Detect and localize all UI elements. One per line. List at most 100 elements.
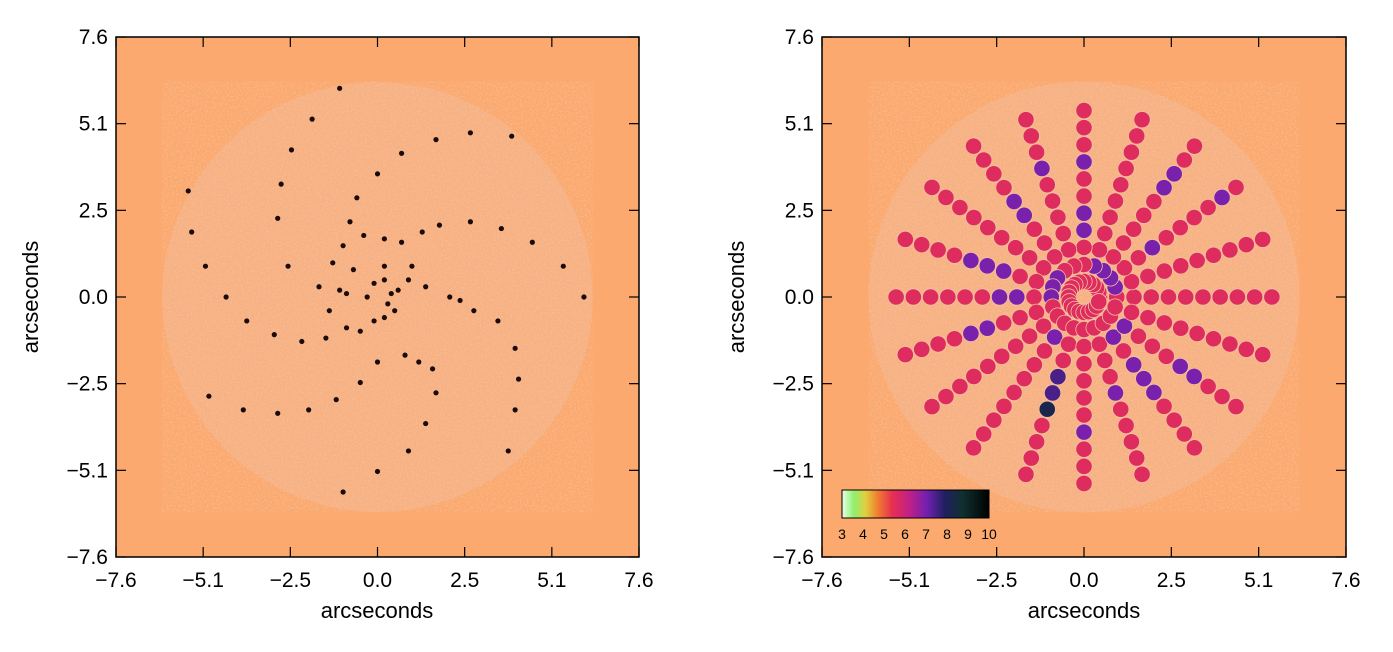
sample-point: [1139, 267, 1157, 285]
sample-point: [951, 198, 969, 217]
sample-point: [1237, 340, 1255, 358]
sample-point: [1221, 241, 1239, 259]
point-source: [275, 410, 281, 416]
point-source: [398, 150, 405, 156]
y-tick-label: 2.5: [785, 199, 814, 222]
point-source: [271, 332, 277, 338]
sample-point: [1075, 457, 1093, 475]
sample-point: [1046, 328, 1064, 346]
sample-point: [896, 346, 914, 364]
point-source: [374, 171, 381, 177]
point-source: [185, 188, 191, 194]
sample-point: [1104, 248, 1122, 266]
sample-point: [929, 241, 947, 259]
sample-point: [904, 288, 922, 306]
point-source: [498, 225, 504, 232]
right-panel: −7.6 −5.1 −2.5 0.0 2.5 5.1 7.6 7.6 5.1 2.5 0.0 −2.…: [724, 26, 1361, 623]
sample-point: [1025, 288, 1043, 306]
sample-point: [1075, 372, 1093, 390]
sample-point: [1054, 224, 1072, 243]
colorbar-gradient: [841, 489, 990, 519]
sample-point: [1188, 251, 1206, 270]
sample-point: [1015, 370, 1033, 388]
sample-point: [1035, 342, 1054, 360]
point-source: [381, 263, 387, 269]
point-source: [371, 318, 377, 324]
point-source: [405, 448, 412, 454]
sample-point: [1022, 127, 1040, 145]
sample-point: [1204, 246, 1223, 264]
sample-point: [985, 411, 1003, 429]
sample-point: [1007, 239, 1025, 257]
sample-point: [1104, 328, 1122, 346]
sample-point: [1143, 337, 1161, 355]
sample-point: [1185, 208, 1203, 227]
sample-point: [1022, 449, 1040, 467]
sample-point: [1059, 241, 1078, 259]
point-source: [374, 359, 381, 365]
sample-point: [975, 425, 993, 443]
point-source: [512, 345, 518, 351]
point-source: [278, 181, 284, 187]
sample-point: [1199, 198, 1217, 217]
sample-point: [1034, 317, 1053, 335]
sample-point: [1005, 192, 1023, 211]
right-axis-ticks: [821, 36, 1347, 558]
colorbar-tick-labels: 3 4 5 6 7 8 9 10: [838, 526, 997, 542]
point-source: [457, 297, 463, 304]
sample-point: [1054, 351, 1072, 370]
point-source: [395, 287, 401, 293]
sample-point: [990, 288, 1009, 306]
x-tick-label: 7.6: [624, 569, 653, 592]
sample-point: [1177, 288, 1195, 306]
sample-point: [1043, 384, 1062, 402]
y-tick-label: 2.5: [79, 199, 108, 222]
sample-point: [921, 288, 940, 306]
sample-point: [1075, 170, 1093, 188]
sample-point: [1139, 309, 1157, 327]
sample-point: [1254, 230, 1272, 248]
sample-point: [1096, 351, 1114, 370]
left-axis-ticks: [115, 36, 640, 558]
point-source: [560, 263, 566, 269]
sample-point: [1049, 208, 1067, 226]
point-source: [381, 236, 387, 242]
sample-point: [1129, 327, 1147, 345]
sample-point: [1228, 288, 1247, 306]
right-y-tick-labels: 7.6 5.1 2.5 0.0 −2.5 −5.1 −7.6: [773, 26, 814, 569]
sample-point: [1096, 224, 1114, 243]
sample-point: [1106, 192, 1125, 210]
sample-point: [1227, 178, 1245, 197]
point-source: [347, 219, 353, 225]
sample-point: [1204, 330, 1223, 348]
point-source: [495, 318, 501, 324]
sample-point: [962, 324, 980, 343]
left-x-axis-title: arcseconds: [321, 598, 434, 623]
point-source: [223, 294, 229, 300]
sample-point: [964, 439, 983, 457]
point-source: [340, 243, 346, 249]
point-source: [206, 393, 212, 399]
sample-point: [1011, 267, 1029, 285]
left-y-tick-labels: 7.6 5.1 2.5 0.0 −2.5 −5.1 −7.6: [67, 26, 108, 569]
point-source: [343, 290, 350, 297]
sample-point: [1075, 221, 1093, 239]
sample-point: [1090, 293, 1108, 311]
point-source: [409, 263, 415, 269]
sample-point: [937, 188, 955, 207]
colorbar-tick-label: 6: [901, 526, 909, 542]
sample-point: [1038, 176, 1056, 194]
sample-point: [1075, 389, 1093, 407]
sample-point: [993, 229, 1011, 247]
point-source: [581, 294, 587, 300]
sample-point: [1128, 449, 1146, 467]
colorbar-tick-label: 10: [981, 526, 997, 542]
sample-point: [1157, 347, 1175, 365]
sample-point: [975, 151, 993, 169]
sample-point: [1101, 368, 1119, 386]
x-tick-label: −2.5: [270, 569, 311, 592]
right-x-axis-title: arcseconds: [1028, 598, 1141, 623]
sample-point: [1165, 411, 1183, 429]
sample-point: [1237, 236, 1255, 254]
sample-point: [1155, 179, 1173, 197]
